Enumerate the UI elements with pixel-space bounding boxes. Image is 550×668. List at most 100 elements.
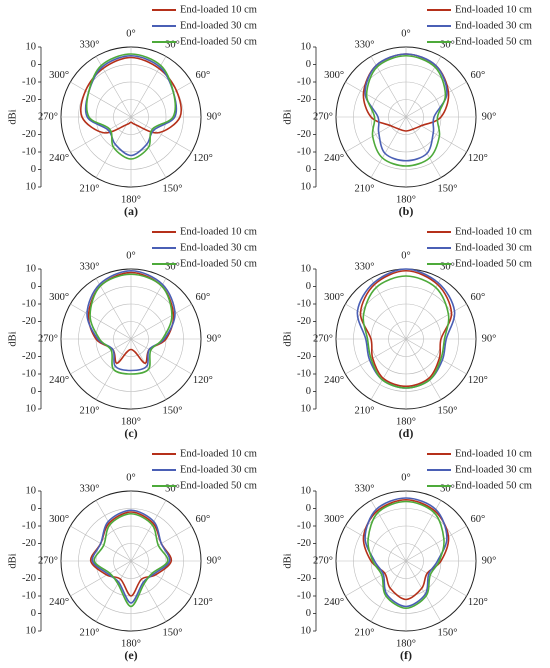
angle-label: 240° xyxy=(49,153,69,164)
pattern-curve xyxy=(87,271,175,365)
angle-label: 30° xyxy=(440,484,455,495)
legend-label: End-loaded 30 cm xyxy=(180,242,257,253)
angle-label: 180° xyxy=(121,194,141,205)
r-tick-label: -10 xyxy=(22,298,36,309)
pattern-curve xyxy=(367,500,445,610)
r-axis-label: dBi xyxy=(7,331,18,346)
angle-label: 30° xyxy=(165,262,180,273)
r-tick-label: -10 xyxy=(297,298,311,309)
angle-label: 0° xyxy=(126,250,135,261)
grid-spoke xyxy=(95,560,132,622)
angle-label: 120° xyxy=(193,597,213,608)
grid-spoke xyxy=(70,116,132,153)
grid-spoke xyxy=(345,525,407,562)
r-tick-label: -20 xyxy=(297,351,311,362)
r-axis-label: dBi xyxy=(282,331,293,346)
angle-label: 0° xyxy=(401,472,410,483)
angle-label: 270° xyxy=(313,555,333,566)
r-tick-label: -20 xyxy=(22,573,36,584)
r-tick-label: -20 xyxy=(22,94,36,105)
angle-label: 60° xyxy=(471,70,486,81)
grid-spoke xyxy=(130,81,192,118)
angle-label: 330° xyxy=(80,40,100,51)
panel-label: (d) xyxy=(399,426,414,440)
angle-label: 60° xyxy=(196,514,211,525)
angle-label: 90° xyxy=(207,333,222,344)
angle-label: 270° xyxy=(313,111,333,122)
r-axis-label: dBi xyxy=(7,553,18,568)
angle-label: 60° xyxy=(471,292,486,303)
angle-label: 30° xyxy=(440,262,455,273)
grid-spoke xyxy=(405,81,467,118)
angle-label: 300° xyxy=(49,514,69,525)
grid-spoke xyxy=(130,338,192,375)
r-axis-label: dBi xyxy=(282,109,293,124)
pattern-curve xyxy=(91,509,171,604)
r-tick-label: 0 xyxy=(31,59,36,70)
r-tick-label: 10 xyxy=(26,263,37,274)
angle-label: 150° xyxy=(163,627,183,638)
legend-label: End-loaded 10 cm xyxy=(455,226,532,237)
angle-label: 90° xyxy=(207,555,222,566)
pattern-curve xyxy=(359,269,453,388)
grid-spoke xyxy=(345,338,407,375)
legend-label: End-loaded 10 cm xyxy=(180,4,257,15)
pattern-curve xyxy=(365,54,447,167)
r-tick-label: 10 xyxy=(26,41,37,52)
r-axis-label: dBi xyxy=(282,553,293,568)
r-tick-label: 0 xyxy=(306,59,311,70)
angle-label: 210° xyxy=(80,183,100,194)
legend-label: End-loaded 30 cm xyxy=(180,464,257,475)
grid-spoke xyxy=(130,116,192,153)
pattern-curve xyxy=(89,273,173,375)
r-tick-label: -10 xyxy=(297,368,311,379)
r-tick-label: -10 xyxy=(297,76,311,87)
pattern-curve xyxy=(93,512,169,608)
r-tick-label: 0 xyxy=(306,164,311,175)
grid-spoke xyxy=(70,338,132,375)
r-tick-label: -10 xyxy=(297,520,311,531)
grid-spoke xyxy=(130,303,192,340)
angle-label: 120° xyxy=(468,153,488,164)
legend-label: End-loaded 30 cm xyxy=(455,464,532,475)
grid-spoke xyxy=(130,278,167,340)
r-tick-label: 0 xyxy=(306,281,311,292)
grid-spoke xyxy=(345,560,407,597)
r-tick-label: 10 xyxy=(301,403,312,414)
panel-label: (a) xyxy=(124,204,138,218)
angle-label: 210° xyxy=(80,405,100,416)
r-tick-label: -20 xyxy=(22,351,36,362)
angle-label: 300° xyxy=(49,70,69,81)
grid-spoke xyxy=(405,338,442,400)
panel: 0° 30° 60° 90° 120° 150° 180° 210° 240° 270° 300° 3… xyxy=(282,448,532,661)
r-tick-label: -20 xyxy=(297,129,311,140)
panel: 0° 30° 60° 90° 120° 150° 180° 210° 240° 270° 300° 3… xyxy=(282,226,532,439)
legend-label: End-loaded 50 cm xyxy=(455,480,532,491)
r-tick-label: -20 xyxy=(297,573,311,584)
grid-spoke xyxy=(345,303,407,340)
angle-label: 60° xyxy=(196,292,211,303)
r-tick-label: 10 xyxy=(26,485,37,496)
angle-label: 300° xyxy=(324,514,344,525)
panel-label: (f) xyxy=(400,648,412,662)
grid-spoke xyxy=(370,560,407,622)
grid-spoke xyxy=(130,560,167,622)
panel: 0° 30° 60° 90° 120° 150° 180° 210° 240° 270° 300° 3… xyxy=(7,448,257,661)
r-tick-label: 10 xyxy=(301,41,312,52)
legend-label: End-loaded 50 cm xyxy=(180,258,257,269)
angle-label: 150° xyxy=(163,405,183,416)
angle-label: 270° xyxy=(38,555,58,566)
r-tick-label: -10 xyxy=(22,590,36,601)
pattern-curve xyxy=(362,275,450,389)
angle-label: 240° xyxy=(324,153,344,164)
angle-label: 210° xyxy=(355,627,375,638)
r-tick-label: -10 xyxy=(22,520,36,531)
panel-label: (e) xyxy=(124,648,137,662)
grid-spoke xyxy=(405,116,442,178)
angle-label: 120° xyxy=(193,153,213,164)
pattern-curve xyxy=(364,497,448,608)
r-axis-label: dBi xyxy=(7,109,18,124)
grid-spoke xyxy=(130,560,192,597)
grid-spoke xyxy=(70,560,132,597)
angle-label: 240° xyxy=(324,375,344,386)
